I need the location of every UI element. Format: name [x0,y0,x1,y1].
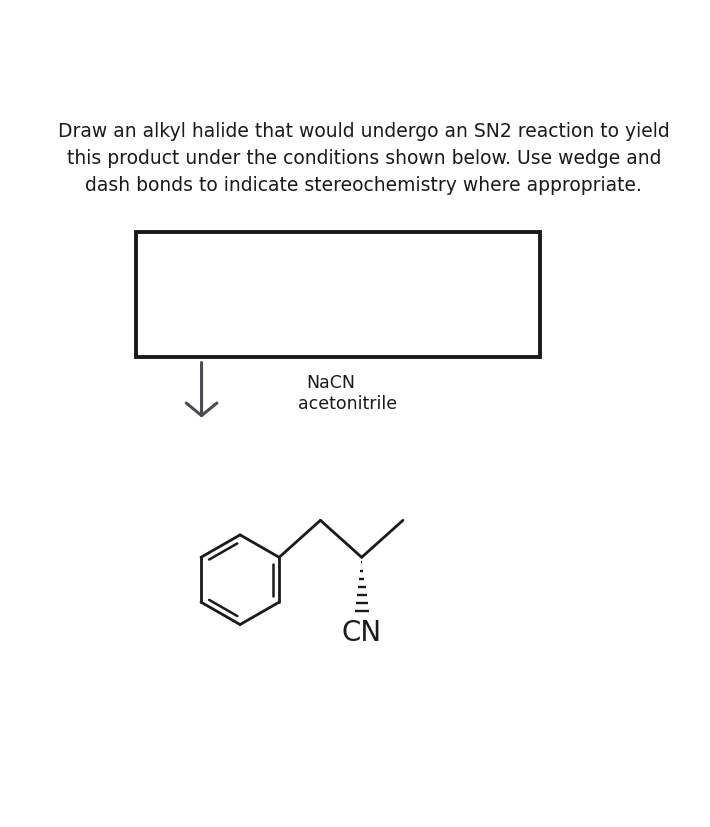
Text: acetonitrile: acetonitrile [298,394,397,413]
Text: Draw an alkyl halide that would undergo an SN2 reaction to yield
this product un: Draw an alkyl halide that would undergo … [58,122,670,195]
Text: NaCN: NaCN [306,374,355,392]
Text: CN: CN [342,618,382,646]
Bar [136,233,540,357]
